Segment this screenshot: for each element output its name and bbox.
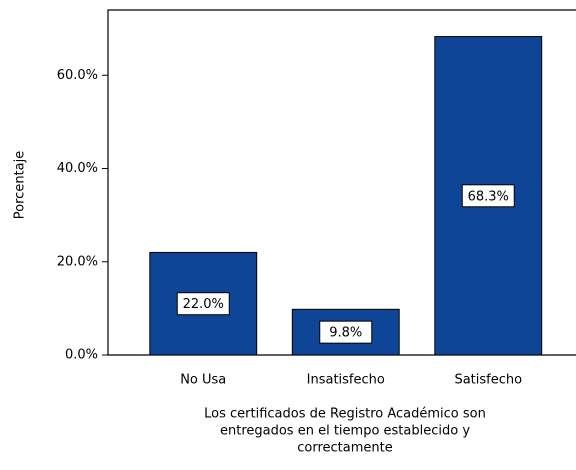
x-tick-label: Satisfecho [454,373,522,388]
x-axis-label: Los certificados de Registro Académico s… [204,407,486,422]
y-tick-label: 60.0% [57,68,98,83]
value-label-box [319,320,373,344]
value-label: 68.3% [468,189,509,204]
value-label: 22.0% [183,297,224,312]
x-axis-label: correctamente [297,441,392,456]
y-tick-label: 20.0% [57,254,98,269]
y-tick-label: 0.0% [65,348,98,363]
y-tick-label: 40.0% [57,161,98,176]
x-tick-label: Insatisfecho [307,373,385,388]
x-tick-label: No Usa [180,373,226,388]
y-axis-label: Porcentaje [13,151,28,219]
value-label-box [461,184,515,208]
value-label: 9.8% [329,326,362,341]
x-axis-label: entregados en el tiempo establecido y [220,424,470,439]
value-label-box [176,292,230,316]
